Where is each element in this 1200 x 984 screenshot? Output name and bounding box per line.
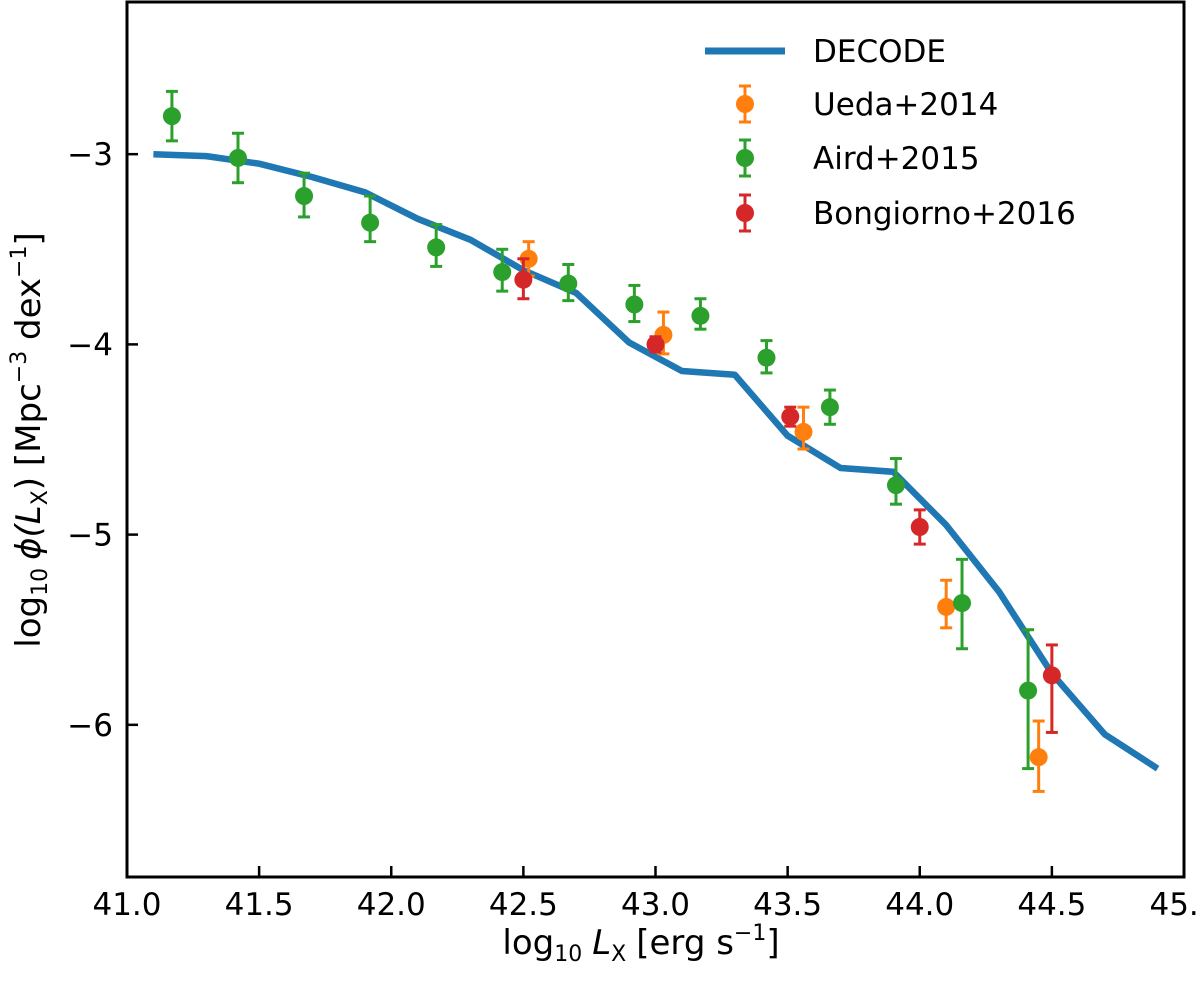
y-label-close: ] bbox=[9, 232, 49, 245]
x-label-close: ] bbox=[766, 923, 779, 963]
marker bbox=[910, 518, 929, 536]
data-point-ueda-2014-2 bbox=[794, 405, 813, 451]
y-label-exponent-1: −3 bbox=[7, 351, 32, 383]
legend-label-ueda: Ueda+2014 bbox=[813, 87, 998, 123]
x-label-unit-exponent: −1 bbox=[734, 921, 766, 946]
y-tick-label-3: −3 bbox=[67, 137, 113, 173]
marker bbox=[514, 270, 533, 289]
data-point-bongiorno-2016-4 bbox=[1042, 643, 1061, 734]
x-tick-label-5: 43.5 bbox=[753, 887, 822, 923]
y-label-dex: dex bbox=[9, 278, 49, 351]
legend: DECODE Ueda+2014 Aird+2015 Bongiorno+201… bbox=[705, 34, 1076, 233]
data-point-aird-2015-1 bbox=[228, 131, 247, 185]
data-point-ueda-2014-3 bbox=[937, 578, 956, 630]
x-label-unit: [erg s bbox=[636, 923, 734, 963]
y-label-variable: ϕ(L bbox=[9, 505, 49, 560]
x-tick-label-1: 41.5 bbox=[225, 887, 294, 923]
marker bbox=[295, 187, 314, 206]
x-label-variable: L bbox=[592, 923, 611, 963]
data-point-aird-2015-5 bbox=[493, 247, 512, 293]
data-point-aird-2015-7 bbox=[625, 283, 644, 324]
marker bbox=[1019, 681, 1038, 700]
data-point-bongiorno-2016-0 bbox=[514, 257, 533, 301]
data-point-aird-2015-6 bbox=[559, 263, 578, 303]
y-axis-label: log10 ϕ(LX) [Mpc−3 dex−1] bbox=[7, 232, 53, 648]
marker bbox=[228, 148, 247, 167]
marker bbox=[162, 107, 181, 126]
marker bbox=[493, 263, 512, 282]
x-tick-label-7: 44.5 bbox=[1017, 887, 1086, 923]
data-point-aird-2015-11 bbox=[886, 457, 905, 506]
y-tick-label-1: −5 bbox=[67, 518, 113, 554]
plot-frame bbox=[125, 0, 1186, 879]
x-label-log-subscript: 10 bbox=[554, 942, 582, 967]
data-point-aird-2015-10 bbox=[820, 388, 839, 426]
data-point-aird-2015-2 bbox=[295, 171, 314, 219]
marker bbox=[953, 594, 972, 613]
x-axis-label: log10 LX [erg s−1] bbox=[502, 921, 779, 967]
marker bbox=[427, 238, 446, 257]
marker bbox=[361, 213, 380, 232]
y-label-exponent-2: −1 bbox=[7, 246, 32, 278]
legend-swatch-ueda-marker bbox=[736, 95, 754, 113]
marker bbox=[794, 422, 813, 441]
y-tick-label-0: −6 bbox=[67, 708, 113, 744]
marker bbox=[1029, 748, 1048, 767]
marker bbox=[646, 335, 665, 354]
x-tick-label-3: 42.5 bbox=[489, 887, 558, 923]
y-label-log-subscript: 10 bbox=[28, 568, 53, 596]
data-point-aird-2015-13 bbox=[1019, 628, 1038, 771]
data-point-bongiorno-2016-3 bbox=[910, 508, 929, 546]
marker bbox=[820, 398, 839, 417]
series-line-decode bbox=[153, 150, 1160, 772]
data-point-bongiorno-2016-1 bbox=[646, 335, 665, 354]
data-point-aird-2015-0 bbox=[162, 89, 181, 143]
y-label-units: ) [Mpc bbox=[9, 383, 49, 490]
legend-label-bongiorno: Bongiorno+2016 bbox=[813, 196, 1076, 232]
marker bbox=[886, 476, 905, 495]
y-label-variable-subscript: X bbox=[28, 490, 53, 505]
y-label-log: log bbox=[9, 596, 49, 648]
x-tick-label-8: 45.0 bbox=[1149, 887, 1200, 923]
marker bbox=[691, 306, 710, 325]
x-label-variable-subscript: X bbox=[611, 942, 626, 967]
marker bbox=[937, 597, 956, 616]
data-point-aird-2015-12 bbox=[953, 557, 972, 651]
axis-ticks: 41.0 41.5 42.0 42.5 43.0 43.5 44.0 44.5 45.0 −6 −5… bbox=[67, 137, 1200, 923]
data-point-aird-2015-9 bbox=[757, 339, 776, 375]
x-label-log: log bbox=[502, 923, 554, 963]
marker bbox=[559, 274, 578, 293]
x-tick-label-0: 41.0 bbox=[92, 887, 161, 923]
marker bbox=[757, 348, 776, 367]
legend-swatch-aird-marker bbox=[736, 149, 754, 167]
data-point-aird-2015-3 bbox=[361, 194, 380, 244]
y-tick-label-2: −4 bbox=[67, 327, 113, 363]
marker bbox=[1042, 666, 1061, 685]
legend-label-decode: DECODE bbox=[813, 34, 946, 70]
data-point-ueda-2014-4 bbox=[1029, 719, 1048, 793]
data-series-layer bbox=[153, 89, 1160, 793]
x-tick-label-6: 44.0 bbox=[885, 887, 954, 923]
legend-label-aird: Aird+2015 bbox=[813, 141, 980, 177]
data-point-bongiorno-2016-2 bbox=[781, 405, 800, 428]
data-point-aird-2015-4 bbox=[427, 223, 446, 268]
legend-swatch-bongiorno-marker bbox=[736, 204, 754, 222]
x-tick-label-2: 42.0 bbox=[357, 887, 426, 923]
marker bbox=[625, 295, 644, 314]
data-point-aird-2015-8 bbox=[691, 297, 710, 331]
x-tick-label-4: 43.0 bbox=[621, 887, 690, 923]
marker bbox=[781, 407, 800, 426]
